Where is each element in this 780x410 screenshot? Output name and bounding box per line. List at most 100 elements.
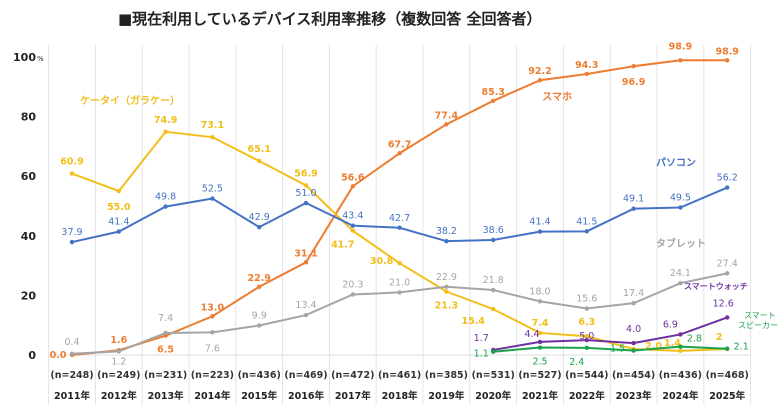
data-label: 55.0 — [107, 202, 131, 213]
data-label: 20.3 — [342, 280, 363, 291]
x-tick-label: 2023年 — [616, 390, 652, 402]
sample-size-label: (n=461) — [378, 370, 421, 381]
data-point — [584, 345, 589, 351]
x-tick-label: 2020年 — [475, 390, 511, 402]
data-label: 6.9 — [663, 319, 678, 330]
data-label: 41.5 — [576, 216, 597, 227]
data-point — [537, 229, 543, 234]
data-point — [631, 340, 636, 346]
series-name-label: スマホ — [542, 91, 572, 103]
data-point — [163, 330, 168, 336]
y-tick-label: 100 — [13, 51, 36, 64]
data-point — [491, 349, 496, 354]
data-point — [210, 330, 215, 335]
sample-size-label: (n=472) — [331, 370, 374, 381]
y-tick-label: 40 — [21, 230, 37, 243]
data-label: 96.9 — [622, 77, 645, 88]
x-tick-label: 2011年 — [54, 390, 90, 402]
data-label: 60.9 — [60, 157, 83, 168]
y-unit-label: % — [37, 55, 44, 63]
data-label: 49.8 — [155, 192, 176, 203]
data-point — [257, 158, 262, 164]
series-name-label: スマート — [744, 311, 776, 320]
data-point — [631, 300, 636, 306]
data-label: 85.3 — [481, 87, 504, 98]
data-point — [116, 349, 122, 354]
data-label: 27.4 — [717, 258, 738, 269]
data-label: 24.1 — [670, 268, 691, 279]
data-label: 74.9 — [154, 115, 177, 126]
data-point — [725, 185, 730, 190]
data-point — [631, 206, 636, 211]
data-label: 4.4 — [524, 329, 539, 340]
data-point — [725, 271, 730, 276]
data-point — [725, 346, 730, 351]
data-label: 13.0 — [201, 302, 225, 313]
data-label: 1.6 — [110, 335, 127, 346]
data-label: 2.4 — [569, 357, 584, 368]
sample-size-label: (n=436) — [238, 370, 281, 381]
data-point — [350, 223, 355, 228]
series-line-4 — [493, 316, 728, 351]
data-point — [584, 71, 589, 77]
x-tick-label: 2012年 — [101, 390, 137, 402]
series-line-5 — [493, 345, 728, 353]
data-point — [537, 78, 543, 83]
data-label: 6.3 — [578, 317, 595, 328]
data-point — [537, 299, 543, 304]
data-point — [537, 339, 543, 345]
data-label: 12.6 — [713, 298, 734, 309]
series-name-label-2: スピーカー — [738, 321, 778, 330]
data-point — [303, 260, 309, 265]
sample-size-label: (n=544) — [565, 370, 608, 381]
data-label: 22.9 — [247, 273, 270, 284]
y-tick-label: 20 — [21, 289, 37, 302]
data-point — [163, 204, 168, 209]
y-tick-label: 0 — [28, 349, 36, 362]
data-point — [631, 348, 636, 353]
data-label: 2.5 — [532, 357, 547, 368]
data-label: 94.3 — [575, 60, 598, 71]
data-label: 56.2 — [717, 173, 738, 184]
data-label: 92.2 — [528, 66, 551, 77]
data-label: 67.7 — [388, 139, 411, 150]
data-label: 52.5 — [202, 184, 223, 195]
data-label: 38.2 — [436, 226, 457, 237]
data-label: 77.4 — [435, 110, 459, 121]
data-point — [303, 312, 309, 318]
data-point — [350, 184, 355, 189]
data-label: 41.4 — [108, 217, 129, 228]
series-name-label: スマートウォッチ — [684, 282, 748, 291]
data-point — [678, 344, 683, 349]
x-tick-label: 2014年 — [194, 390, 230, 402]
data-label: 56.6 — [341, 172, 365, 183]
data-point — [678, 280, 683, 286]
data-point — [584, 229, 589, 234]
data-label: 41.4 — [529, 217, 550, 228]
data-label: 13.4 — [295, 300, 316, 311]
x-tick-label: 2013年 — [148, 390, 184, 402]
data-point — [303, 200, 309, 206]
data-label: 18.0 — [529, 286, 550, 297]
data-point — [69, 351, 75, 357]
data-label: 7.4 — [532, 318, 549, 329]
data-point — [631, 64, 636, 69]
data-label: 0.4 — [64, 337, 79, 348]
x-tick-label: 2018年 — [382, 390, 418, 402]
x-tick-label: 2022年 — [569, 390, 605, 402]
data-label: 2.1 — [734, 342, 749, 353]
data-label: 0.0 — [50, 350, 67, 361]
data-label: 30.8 — [370, 256, 394, 267]
data-label: 51.0 — [295, 188, 316, 199]
data-point — [725, 58, 730, 63]
sample-size-label: (n=248) — [50, 370, 93, 381]
data-label: 37.9 — [61, 227, 82, 238]
data-label: 42.9 — [249, 212, 270, 223]
data-point — [69, 171, 75, 176]
data-point — [584, 334, 589, 339]
data-label: 1.7 — [474, 333, 489, 344]
data-label: 49.1 — [623, 194, 644, 205]
data-label: 38.6 — [483, 225, 504, 236]
data-label: 7.4 — [158, 313, 173, 324]
x-tick-label: 2017年 — [335, 390, 371, 402]
